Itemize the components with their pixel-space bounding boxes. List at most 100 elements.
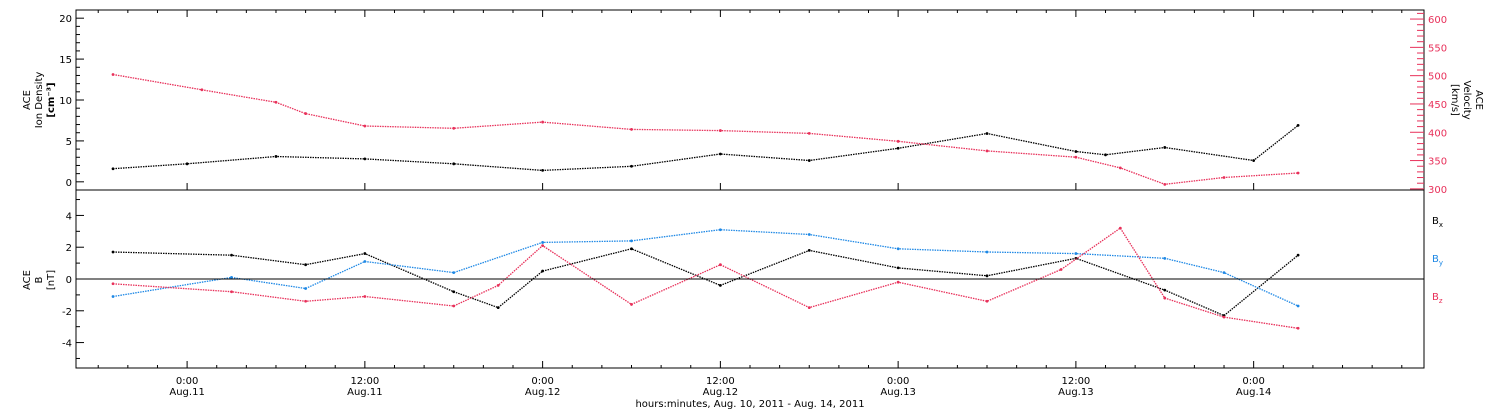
density-point — [1252, 159, 1256, 162]
by-point — [896, 247, 900, 251]
chart-axes: 0:00Aug.1112:00Aug.110:00Aug.1212:00Aug.… — [59, 10, 1447, 398]
bx-point — [541, 269, 545, 273]
x-axis-title: hours:minutes, Aug. 10, 2011 - Aug. 14, … — [635, 399, 864, 410]
velocity-point — [452, 126, 456, 130]
by-point — [630, 239, 633, 243]
velocity-point — [111, 73, 115, 76]
bz-point — [1296, 326, 1300, 330]
density-label-line1: ACE — [22, 90, 33, 110]
velocity-point — [1163, 182, 1167, 186]
x-tick-label-time: 0:00 — [531, 376, 553, 387]
bx-line — [112, 248, 1299, 317]
x-tick-label-time: 0:00 — [176, 376, 198, 387]
density-point — [1104, 153, 1107, 157]
bz-point — [630, 303, 633, 306]
chart-marks — [111, 73, 1300, 330]
density-point — [274, 155, 278, 158]
x-tick-label-date: Aug.11 — [347, 387, 382, 398]
density-y-tick-label: 15 — [59, 55, 72, 66]
density-point — [630, 164, 633, 168]
velocity-label-line1: ACE — [1473, 90, 1484, 110]
velocity-point — [985, 149, 989, 153]
by-point — [230, 276, 233, 279]
velocity-point — [630, 128, 633, 131]
density-label-line3: [cm⁻³] — [46, 82, 57, 117]
x-tick-label-time: 12:00 — [1061, 376, 1090, 387]
velocity-point — [1074, 155, 1078, 159]
x-tick-label-date: Aug.11 — [169, 387, 204, 398]
by-point — [1163, 256, 1167, 260]
bz-point — [111, 282, 115, 286]
bx-point — [111, 250, 115, 254]
bx-point — [985, 274, 989, 278]
velocity-point — [541, 120, 545, 124]
by-point — [718, 228, 722, 232]
velocity-point — [200, 88, 204, 92]
bx-point — [230, 253, 233, 257]
velocity-point — [1222, 176, 1226, 179]
x-tick-label-date: Aug.12 — [703, 387, 738, 398]
by-point — [304, 287, 308, 290]
density-point — [985, 132, 989, 135]
velocity-y-tick-label: 350 — [1428, 157, 1447, 168]
by-line — [112, 229, 1299, 307]
by-point — [807, 233, 811, 236]
x-tick-label-date: Aug.13 — [1058, 387, 1093, 398]
legend-bx: Bx — [1432, 216, 1443, 229]
density-label-line2: Ion Density — [34, 72, 45, 129]
velocity-point — [274, 100, 278, 104]
bx-point — [630, 247, 633, 251]
bx-point — [1163, 288, 1167, 292]
velocity-point — [718, 129, 722, 132]
by-point — [1222, 271, 1226, 275]
density-point — [111, 167, 115, 171]
x-tick-label-time: 0:00 — [887, 376, 909, 387]
b-y-tick-label: 4 — [66, 211, 72, 222]
by-point — [363, 260, 367, 263]
density-point — [1074, 150, 1078, 153]
by-point — [111, 295, 115, 298]
bz-point — [896, 280, 900, 284]
bx-point — [1296, 253, 1300, 257]
density-point — [185, 162, 189, 166]
b-label-line1: ACE — [22, 270, 33, 290]
density-point — [363, 157, 367, 161]
bz-point — [541, 244, 545, 248]
legend-bz: Bz — [1432, 292, 1443, 305]
b-y-tick-label: -4 — [62, 339, 72, 350]
density-point — [807, 159, 811, 162]
by-point — [1296, 304, 1300, 308]
velocity-point — [1296, 171, 1300, 175]
bz-point — [304, 299, 308, 303]
bz-point — [496, 283, 500, 287]
b-y-tick-label: 2 — [66, 243, 72, 254]
bx-point — [304, 263, 308, 267]
b-y-tick-label: 0 — [66, 275, 72, 286]
bz-point — [807, 306, 811, 310]
velocity-y-tick-label: 400 — [1428, 128, 1447, 139]
density-point — [1296, 123, 1300, 127]
density-y-tick-label: 0 — [66, 178, 72, 189]
velocity-y-tick-label: 300 — [1428, 185, 1447, 196]
bz-point — [1118, 226, 1122, 230]
density-point — [541, 168, 545, 172]
b-label-line3: [nT] — [46, 270, 57, 290]
x-tick-label-time: 0:00 — [1242, 376, 1264, 387]
by-point — [541, 241, 545, 244]
by-point — [1074, 252, 1078, 255]
bx-point — [496, 306, 500, 310]
bz-point — [1163, 296, 1167, 300]
bx-point — [363, 252, 367, 255]
density-y-tick-label: 5 — [66, 137, 72, 148]
density-y-tick-label: 10 — [59, 96, 72, 107]
velocity-y-tick-label: 500 — [1428, 72, 1447, 83]
bz-point — [452, 304, 456, 308]
x-tick-label-date: Aug.14 — [1236, 387, 1271, 398]
bz-point — [363, 295, 367, 298]
density-line — [112, 124, 1299, 172]
bz-line — [112, 227, 1299, 329]
velocity-point — [807, 131, 811, 135]
velocity-label-line2: Velocity — [1461, 80, 1472, 119]
bz-point — [718, 263, 722, 267]
